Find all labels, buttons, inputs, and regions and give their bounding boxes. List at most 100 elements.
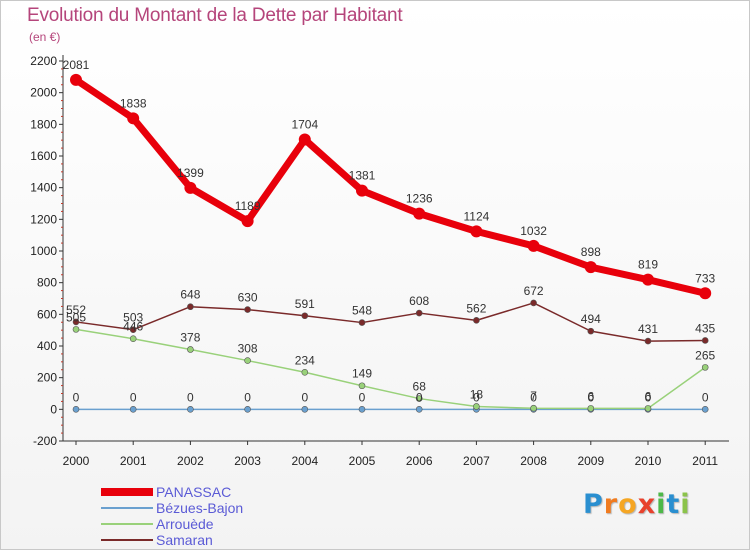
data-label: 898	[581, 245, 601, 259]
data-label: 0	[244, 390, 251, 404]
data-label: 1381	[349, 169, 376, 183]
y-tick-label: 1000	[30, 244, 57, 258]
y-tick-label: 2200	[30, 54, 57, 68]
legend-label: Samaran	[156, 532, 213, 548]
data-label: 18	[470, 387, 484, 401]
y-tick-label: 1400	[30, 181, 57, 195]
data-point	[527, 239, 540, 252]
data-point	[358, 382, 366, 390]
data-label: 149	[352, 367, 372, 381]
y-tick-label: 200	[37, 371, 57, 385]
data-point	[187, 406, 194, 413]
data-label: 1704	[291, 118, 318, 132]
data-label: 6	[645, 389, 652, 403]
data-point	[244, 357, 251, 364]
data-label: 68	[413, 380, 427, 394]
data-point	[358, 406, 366, 413]
data-point	[642, 273, 654, 286]
data-label: 0	[359, 390, 366, 404]
data-point	[184, 181, 197, 194]
data-label: 1236	[406, 192, 433, 206]
legend-item: Bézues-Bajon	[101, 500, 321, 516]
chart-subtitle: (en €)	[29, 30, 61, 44]
data-point	[187, 346, 194, 353]
data-point	[72, 406, 80, 413]
data-point	[301, 312, 309, 320]
data-point	[701, 406, 709, 413]
data-label: 672	[524, 284, 544, 298]
y-tick-label: 1800	[30, 117, 57, 131]
data-label: 0	[587, 390, 594, 404]
data-label: 505	[66, 310, 86, 324]
data-label: 0	[530, 390, 537, 404]
legend-label: Bézues-Bajon	[156, 500, 244, 516]
data-point	[470, 225, 483, 238]
data-label: 7	[530, 389, 537, 403]
data-label: 0	[702, 390, 709, 404]
data-point	[587, 327, 595, 335]
data-point	[129, 335, 137, 343]
data-point	[587, 405, 595, 412]
data-label: 1124	[463, 209, 489, 223]
series-lines	[72, 76, 709, 411]
data-label: 446	[123, 320, 143, 334]
data-point	[72, 318, 80, 326]
x-tick-label: 2006	[406, 454, 433, 468]
data-label: 308	[238, 342, 258, 356]
data-label: 552	[66, 303, 86, 317]
data-point	[530, 299, 537, 307]
data-label: 630	[238, 291, 258, 305]
data-label: 234	[295, 353, 315, 367]
data-point	[129, 326, 137, 333]
data-point	[244, 406, 251, 413]
data-point	[70, 73, 82, 86]
x-tick-label: 2000	[63, 454, 90, 468]
y-tick-label: 1600	[30, 149, 57, 163]
series-line	[72, 76, 709, 297]
data-label: 1189	[235, 199, 261, 213]
y-tick-label: 0	[50, 402, 57, 416]
data-label: 1399	[177, 166, 204, 180]
data-label: 0	[645, 390, 652, 404]
x-tick-label: 2010	[635, 454, 662, 468]
data-point	[187, 303, 194, 311]
legend-swatch	[101, 523, 153, 525]
legend-label: PANASSAC	[156, 484, 232, 500]
data-label: 0	[416, 390, 423, 404]
data-label: 1838	[120, 96, 147, 110]
x-tick-label: 2011	[692, 454, 718, 468]
y-tick-label: 800	[37, 276, 57, 290]
data-label: 494	[581, 312, 601, 326]
data-point	[415, 406, 423, 413]
data-point	[644, 337, 652, 345]
legend-item: Arrouède	[101, 516, 321, 532]
data-label: 591	[295, 297, 315, 311]
data-label: 548	[352, 304, 372, 318]
data-point	[701, 364, 709, 371]
data-point	[301, 368, 309, 376]
series-line	[75, 302, 706, 342]
x-tick-label: 2005	[349, 454, 376, 468]
data-label: 435	[695, 321, 715, 335]
x-tick-label: 2009	[577, 454, 604, 468]
data-label: 733	[695, 271, 715, 285]
x-tick-label: 2001	[120, 454, 147, 468]
series-points	[70, 73, 712, 413]
legend-swatch	[101, 507, 153, 509]
y-tick-label: 600	[37, 307, 57, 321]
legend-swatch	[101, 488, 153, 496]
data-point	[415, 395, 423, 402]
data-point	[644, 405, 652, 412]
chart-title: Evolution du Montant de la Dette par Hab…	[27, 5, 403, 26]
data-point	[301, 406, 309, 413]
data-label: 0	[473, 390, 480, 404]
data-point	[244, 306, 251, 313]
data-point	[584, 261, 597, 274]
x-tick-label: 2007	[463, 454, 490, 468]
data-point	[473, 317, 480, 324]
x-tick-label: 2003	[234, 454, 261, 468]
data-point	[701, 337, 709, 344]
data-label: 503	[123, 311, 143, 325]
data-label: 378	[180, 330, 200, 344]
